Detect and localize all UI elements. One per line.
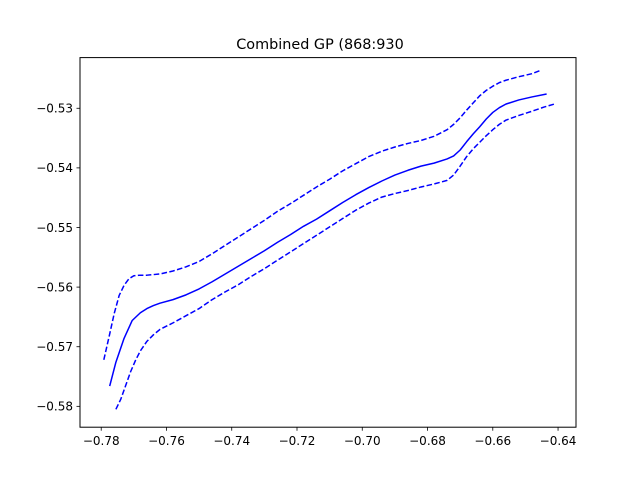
confidence-bound-line [115,103,555,410]
plot-area-frame [79,57,577,428]
x-tick-label: −0.78 [83,434,120,448]
y-tick-label: −0.58 [36,400,73,414]
x-tick-label: −0.64 [540,434,577,448]
y-tick-label: −0.56 [36,280,73,294]
x-tick-label: −0.70 [344,434,381,448]
x-tick-label: −0.76 [148,434,185,448]
y-tick-label: −0.55 [36,221,73,235]
mean-line [108,93,547,387]
y-tick-label: −0.53 [36,102,73,116]
chart-title: Combined GP (868:930 [236,37,404,53]
y-tick-label: −0.54 [36,161,73,175]
series-layer [103,69,555,410]
confidence-bound-line [103,69,542,361]
x-tick-label: −0.74 [213,434,250,448]
x-axis: −0.78 −0.76 −0.74 −0.72 −0.70 −0.68 −0.66 −0.64 [83,427,577,448]
x-tick-label: −0.66 [474,434,511,448]
x-tick-label: −0.68 [409,434,446,448]
y-axis: −0.53 −0.54 −0.55 −0.56 −0.57 −0.58 [36,102,80,414]
y-tick-label: −0.57 [36,340,73,354]
x-tick-label: −0.72 [279,434,316,448]
